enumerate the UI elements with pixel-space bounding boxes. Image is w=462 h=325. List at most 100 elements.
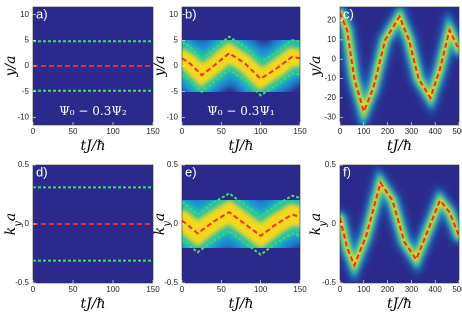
x-tick-label: 0 (180, 285, 185, 294)
x-tick-label: 100 (106, 285, 120, 294)
x-axis-label: tJ/ħ (387, 138, 412, 154)
x-tick-label: 400 (429, 127, 443, 136)
x-tick-label: 100 (357, 285, 371, 294)
y-axis-label: kya (308, 213, 329, 236)
y-tick-label: 0.5 (325, 160, 337, 169)
x-tick-label: 50 (217, 127, 226, 136)
x-axis-label: tJ/ħ (81, 138, 106, 154)
y-tick-label: -5 (171, 87, 179, 96)
panel-label: b) (185, 7, 197, 22)
x-axis-label: tJ/ħ (387, 296, 412, 312)
y-axis-label-part: y/a (308, 56, 324, 78)
y-tick-label: 5 (174, 35, 179, 44)
panel-label: e) (185, 165, 197, 180)
x-tick-label: 150 (146, 127, 160, 136)
x-tick-label: 150 (146, 285, 160, 294)
y-axis-label: y/a (308, 56, 324, 78)
panel (33, 7, 153, 125)
y-tick-label: -0.5 (322, 278, 336, 287)
y-tick-label: -5 (22, 87, 30, 96)
x-tick-label: 100 (357, 127, 371, 136)
x-tick-label: 100 (254, 127, 268, 136)
x-tick-label: 100 (254, 285, 268, 294)
panel (340, 165, 459, 283)
x-tick-label: 0 (338, 127, 343, 136)
x-tick-label: 100 (106, 127, 120, 136)
y-tick-label: -10 (166, 112, 178, 121)
annotation: Ψ₀ − 0.3Ψ₁ (207, 104, 274, 118)
y-axis-label: kya (3, 213, 24, 236)
x-tick-label: 150 (293, 127, 307, 136)
y-tick-label: -20 (324, 93, 336, 102)
x-axis-label: tJ/ħ (229, 138, 254, 154)
y-tick-label: 0 (332, 219, 337, 228)
y-axis-label: y/a (152, 56, 168, 78)
x-tick-label: 500 (452, 127, 462, 136)
center-line (182, 51, 300, 81)
panel (340, 7, 459, 125)
y-tick-label: 10 (20, 10, 29, 19)
x-axis-label: tJ/ħ (81, 296, 106, 312)
x-tick-label: 400 (429, 285, 443, 294)
y-tick-label: 0.5 (18, 160, 30, 169)
y-axis-label-part: y/a (152, 56, 168, 78)
y-axis-label: kya (152, 213, 173, 236)
x-axis-label: tJ/ħ (229, 296, 254, 312)
y-tick-label: 10 (327, 35, 336, 44)
x-tick-label: 0 (31, 285, 36, 294)
y-axis-label-part: y (13, 221, 24, 228)
panel-label: f) (343, 165, 351, 180)
y-axis-label-part: a (3, 213, 19, 221)
y-tick-label: 5 (25, 35, 30, 44)
y-tick-label: -0.5 (15, 278, 29, 287)
center-line (340, 180, 459, 268)
center-line (182, 210, 300, 238)
x-tick-label: 150 (293, 285, 307, 294)
panel-label: d) (36, 165, 48, 180)
annotation: Ψ₀ − 0.3Ψ₂ (59, 104, 127, 118)
y-axis-label-part: k (3, 227, 19, 235)
x-tick-label: 300 (405, 127, 419, 136)
panel (33, 165, 153, 283)
contour-line (182, 68, 300, 97)
panel (182, 7, 300, 125)
contour-line (182, 229, 300, 256)
axes-frame (339, 6, 460, 126)
y-tick-label: 0 (174, 61, 179, 70)
y-axis-label-part: y (162, 221, 173, 228)
y-axis-label-part: a (152, 213, 168, 221)
y-axis-label-part: a (308, 213, 324, 221)
x-tick-label: 0 (31, 127, 36, 136)
y-axis-label-part: y/a (3, 56, 19, 78)
y-tick-label: -10 (324, 74, 336, 83)
x-tick-label: 300 (405, 285, 419, 294)
panel-label: a) (36, 7, 48, 22)
y-axis-label-part: k (152, 227, 168, 235)
y-axis-label-part: y (318, 221, 329, 228)
y-axis-label-part: k (308, 227, 324, 235)
x-tick-label: 50 (69, 285, 78, 294)
x-tick-label: 0 (180, 127, 185, 136)
y-tick-label: 10 (169, 10, 178, 19)
y-tick-label: -10 (17, 112, 29, 121)
panel-label: c) (343, 7, 354, 22)
y-tick-label: -30 (324, 112, 336, 121)
y-axis-label: y/a (3, 56, 19, 78)
y-tick-label: -0.5 (164, 278, 178, 287)
x-tick-label: 200 (381, 127, 395, 136)
y-tick-label: 0 (25, 61, 30, 70)
contour-line (182, 35, 300, 64)
y-tick-label: 20 (327, 16, 336, 25)
x-tick-label: 500 (452, 285, 462, 294)
center-line (340, 12, 459, 115)
x-tick-label: 200 (381, 285, 395, 294)
panel (182, 165, 300, 283)
x-tick-label: 0 (338, 285, 343, 294)
x-tick-label: 50 (217, 285, 226, 294)
x-tick-label: 50 (69, 127, 78, 136)
y-tick-label: 0 (332, 54, 337, 63)
contour-line (182, 192, 300, 219)
y-tick-label: 0 (25, 219, 30, 228)
y-tick-label: 0.5 (167, 160, 179, 169)
